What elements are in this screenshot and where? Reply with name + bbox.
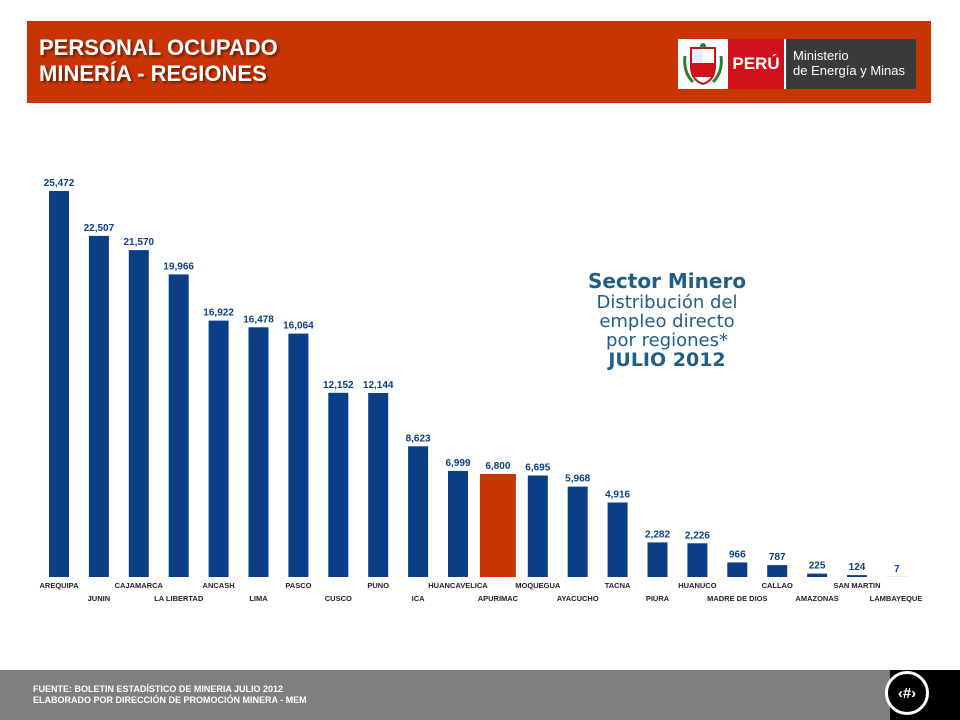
value-label-puno: 12,144 [363, 380, 394, 391]
value-label-tacna: 4,916 [605, 490, 630, 501]
page-number-badge: ‹#› [885, 671, 929, 715]
footer-line-1: FUENTE: BOLETIN ESTADÍSTICO DE MINERIA J… [33, 684, 284, 694]
category-label-arequipa: AREQUIPA [39, 581, 79, 590]
bar-huanuco [687, 543, 708, 577]
bar-ica [408, 446, 429, 577]
value-label-amazonas: 225 [809, 561, 826, 572]
title-line-2: MINERÍA - REGIONES [39, 61, 267, 86]
category-label-tacna: TACNA [605, 581, 631, 590]
footer-line-2: ELABORADO POR DIRECCIÓN DE PROMOCIÓN MIN… [33, 695, 307, 705]
value-label-ayacucho: 5,968 [565, 474, 590, 485]
category-label-piura: PIURA [646, 594, 670, 603]
logo-ministry: Ministerio de Energía y Minas [784, 39, 916, 89]
value-label-cusco: 12,152 [323, 380, 354, 391]
bar-piura [647, 542, 668, 577]
bar-la-libertad [168, 274, 189, 577]
value-label-lima: 16,478 [243, 314, 274, 325]
title-line-1: PERSONAL OCUPADO [39, 35, 278, 60]
peru-coat-of-arms-icon [678, 39, 728, 89]
category-label-ayacucho: AYACUCHO [557, 594, 599, 603]
value-label-la-libertad: 19,966 [163, 261, 194, 272]
category-label-cusco: CUSCO [325, 594, 352, 603]
category-label-pasco: PASCO [285, 581, 311, 590]
category-label-junin: JUNIN [88, 594, 111, 603]
category-label-ancash: ANCASH [203, 581, 235, 590]
bar-huancavelica [448, 470, 468, 577]
chart-annotation: Sector Minero Distribución del empleo di… [560, 270, 774, 371]
value-label-callao: 787 [769, 552, 786, 563]
bar-madre-de-dios [727, 562, 748, 577]
bar-junin [88, 235, 109, 577]
category-label-callao: CALLAO [762, 581, 793, 590]
annotation-title: Sector Minero [587, 269, 747, 293]
bar-cajamarca [128, 250, 149, 577]
bar-moquegua [527, 475, 548, 577]
category-label-madre-de-dios: MADRE DE DIOS [707, 594, 767, 603]
annotation-date: JULIO 2012 [608, 349, 726, 371]
page-title: PERSONAL OCUPADO MINERÍA - REGIONES [39, 35, 278, 87]
category-label-huancavelica: HUANCAVELICA [428, 581, 488, 590]
category-label-amazonas: AMAZONAS [795, 594, 838, 603]
bar-lima [248, 327, 269, 577]
category-label-moquegua: MOQUEGUA [515, 581, 561, 590]
value-label-madre-de-dios: 966 [729, 549, 746, 560]
category-label-puno: PUNO [367, 581, 389, 590]
bar-cusco [328, 392, 349, 577]
bar-tacna [607, 502, 628, 577]
annotation-line-2: empleo directo [599, 311, 735, 332]
header-banner: PERSONAL OCUPADO MINERÍA - REGIONES PERÚ… [27, 21, 931, 103]
value-label-arequipa: 25,472 [44, 178, 75, 189]
logo-ministry-line-1: Ministerio [793, 48, 849, 63]
value-label-ancash: 16,922 [203, 308, 234, 319]
category-label-huanuco: HUANUCO [678, 581, 716, 590]
bar-san-martin [847, 575, 867, 577]
logo-ministry-line-2: de Energía y Minas [793, 63, 906, 78]
value-label-huanuco: 2,226 [685, 530, 710, 541]
annotation-line-1: Distribución del [596, 292, 738, 313]
bar-amazonas [807, 573, 828, 577]
category-label-la-libertad: LA LIBERTAD [154, 594, 204, 603]
category-label-san-martin: SAN MARTIN [833, 581, 880, 590]
category-label-ica: ICA [412, 594, 426, 603]
logo-country: PERÚ [728, 39, 784, 89]
value-label-huancavelica: 6,999 [445, 458, 470, 469]
bar-ayacucho [567, 486, 588, 577]
employment-bar-chart: 25,472 AREQUIPA 22,507 JUNIN 21,570 CAJAMARCA… [39, 178, 923, 603]
value-label-ica: 8,623 [406, 433, 431, 444]
bar-callao [767, 565, 788, 577]
category-label-apurimac: APURIMAC [478, 594, 519, 603]
value-label-junin: 22,507 [84, 223, 115, 234]
footer-source: FUENTE: BOLETIN ESTADÍSTICO DE MINERIA J… [33, 684, 307, 706]
value-label-san-martin: 124 [849, 562, 866, 573]
bar-arequipa [49, 191, 69, 577]
category-label-cajamarca: CAJAMARCA [115, 581, 164, 590]
category-label-lima: LIMA [249, 594, 268, 603]
bar-apurimac [479, 474, 516, 577]
category-label-lambayeque: LAMBAYEQUE [870, 594, 923, 603]
bar-puno [368, 393, 389, 577]
footer-bar: FUENTE: BOLETIN ESTADÍSTICO DE MINERIA J… [0, 670, 960, 720]
value-label-piura: 2,282 [645, 529, 670, 540]
value-label-apurimac: 6,800 [485, 461, 510, 472]
value-label-pasco: 16,064 [283, 321, 314, 332]
ministry-logo: PERÚ Ministerio de Energía y Minas [678, 39, 916, 89]
bar-pasco [288, 333, 309, 577]
value-label-lambayeque: 7 [894, 564, 900, 575]
value-label-moquegua: 6,695 [525, 463, 550, 474]
bar-ancash [208, 320, 229, 577]
annotation-line-3: por regiones* [606, 330, 728, 351]
value-label-cajamarca: 21,570 [124, 237, 155, 248]
